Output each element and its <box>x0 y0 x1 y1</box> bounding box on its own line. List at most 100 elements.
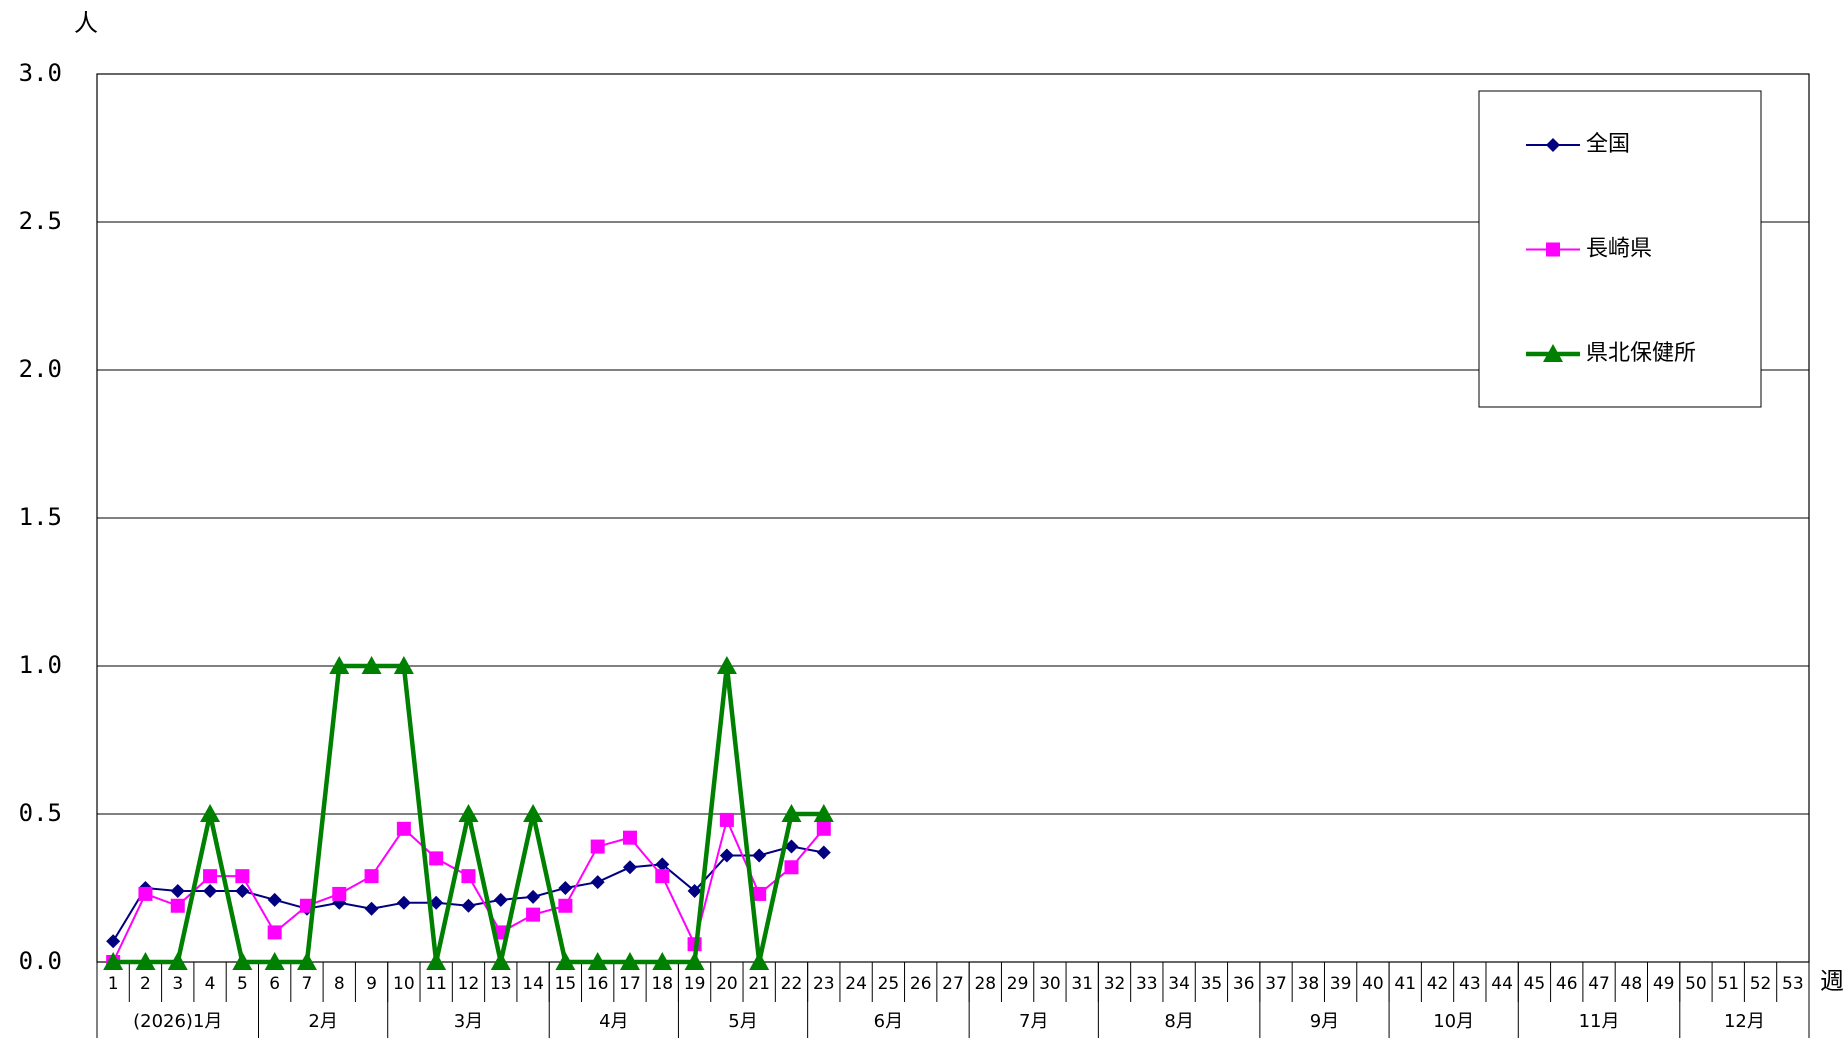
x-tick-label: 41 <box>1394 974 1416 994</box>
marker <box>622 860 637 875</box>
month-label: 9月 <box>1310 1011 1339 1032</box>
marker <box>555 952 576 970</box>
marker <box>655 869 670 884</box>
marker <box>813 804 834 822</box>
x-tick-label: 4 <box>205 974 216 994</box>
x-tick-label: 7 <box>302 974 313 994</box>
x-tick-label: 48 <box>1621 974 1643 994</box>
x-tick-label: 11 <box>425 974 447 994</box>
marker <box>393 656 414 674</box>
marker <box>590 875 605 890</box>
x-tick-label: 24 <box>845 974 867 994</box>
marker <box>716 656 737 674</box>
x-tick-label: 47 <box>1588 974 1610 994</box>
x-tick-label: 23 <box>813 974 835 994</box>
marker <box>587 952 608 970</box>
y-tick-label: 2.0 <box>19 355 62 383</box>
x-tick-label: 31 <box>1071 974 1093 994</box>
marker <box>203 869 218 884</box>
x-tick-label: 43 <box>1459 974 1481 994</box>
legend-marker <box>1543 344 1563 362</box>
marker <box>264 952 285 970</box>
y-tick-label: 3.0 <box>19 59 62 87</box>
marker <box>687 883 702 898</box>
x-tick-label: 45 <box>1524 974 1546 994</box>
marker <box>170 898 185 913</box>
x-tick-label: 1 <box>108 974 119 994</box>
marker <box>267 892 282 907</box>
y-tick-label: 0.5 <box>19 799 62 827</box>
x-tick-label: 5 <box>237 974 248 994</box>
marker <box>652 952 673 970</box>
marker <box>200 804 221 822</box>
month-label: 4月 <box>599 1011 628 1032</box>
x-tick-label: 51 <box>1717 974 1739 994</box>
marker <box>655 857 670 872</box>
x-tick-label: 15 <box>555 974 577 994</box>
x-tick-label: 29 <box>1007 974 1029 994</box>
marker <box>493 892 508 907</box>
marker <box>622 830 637 845</box>
x-tick-label: 37 <box>1265 974 1287 994</box>
marker <box>170 883 185 898</box>
marker <box>361 656 382 674</box>
marker <box>364 901 379 916</box>
x-tick-label: 25 <box>878 974 900 994</box>
marker <box>103 952 124 970</box>
x-tick-label: 35 <box>1201 974 1223 994</box>
plot-border <box>96 73 1810 963</box>
month-label: 2月 <box>308 1011 337 1032</box>
marker <box>396 821 411 836</box>
month-label: (2026)1月 <box>133 1011 222 1032</box>
marker <box>426 952 447 970</box>
marker <box>203 883 218 898</box>
x-tick-label: 40 <box>1362 974 1384 994</box>
marker <box>719 848 734 863</box>
marker <box>458 804 479 822</box>
marker <box>332 886 347 901</box>
marker <box>461 898 476 913</box>
x-tick-label: 32 <box>1104 974 1126 994</box>
legend-label: 県北保健所 <box>1586 341 1696 366</box>
y-tick-label: 2.5 <box>19 207 62 235</box>
marker <box>296 952 317 970</box>
x-tick-label: 27 <box>942 974 964 994</box>
marker <box>329 656 350 674</box>
x-tick-label: 46 <box>1556 974 1578 994</box>
marker <box>267 925 282 940</box>
x-tick-label: 34 <box>1168 974 1190 994</box>
marker <box>429 895 444 910</box>
x-tick-label: 36 <box>1233 974 1255 994</box>
x-tick-label: 22 <box>781 974 803 994</box>
marker <box>590 839 605 854</box>
x-tick-label: 39 <box>1330 974 1352 994</box>
month-label: 10月 <box>1433 1011 1474 1032</box>
x-tick-label: 21 <box>748 974 770 994</box>
marker <box>752 848 767 863</box>
marker <box>138 886 153 901</box>
marker <box>526 907 541 922</box>
marker <box>490 952 511 970</box>
x-tick-label: 20 <box>716 974 738 994</box>
x-tick-label: 18 <box>651 974 673 994</box>
x-tick-label: 17 <box>619 974 641 994</box>
marker <box>816 821 831 836</box>
x-tick-label: 2 <box>140 974 151 994</box>
y-unit-label: 人 <box>74 9 98 37</box>
marker <box>232 952 253 970</box>
x-tick-label: 44 <box>1491 974 1513 994</box>
y-tick-label: 1.5 <box>19 503 62 531</box>
marker <box>396 895 411 910</box>
marker <box>752 886 767 901</box>
marker <box>167 952 188 970</box>
marker <box>558 898 573 913</box>
x-tick-label: 12 <box>458 974 480 994</box>
x-tick-label: 10 <box>393 974 415 994</box>
x-tick-label: 14 <box>522 974 544 994</box>
marker <box>235 883 250 898</box>
month-label: 7月 <box>1019 1011 1048 1032</box>
x-tick-label: 38 <box>1298 974 1320 994</box>
x-tick-label: 26 <box>910 974 932 994</box>
